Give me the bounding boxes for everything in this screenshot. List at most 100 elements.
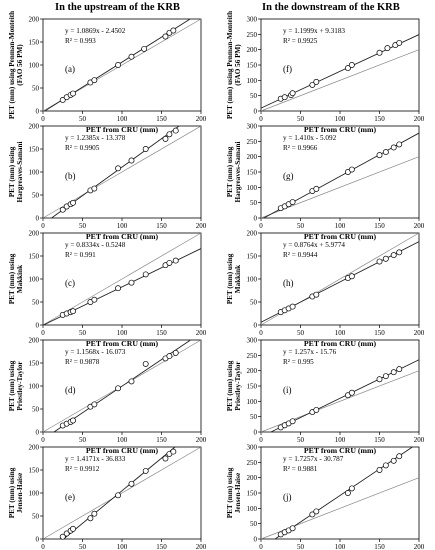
panel-d-label: (d) (65, 385, 76, 395)
panel-h-y-tick-label: 150 (247, 253, 258, 261)
panel-j-x-tick-label: 50 (297, 543, 305, 550)
panel-a-y-tick-label: 150 (29, 39, 40, 47)
panel-a-data-point (162, 33, 169, 40)
panel-h-x-axis-title: PET from CRU (mm) (304, 339, 377, 348)
panel-e-y-tick-label: 50 (32, 513, 40, 521)
panel-g-data-point (390, 144, 397, 151)
panel-f-y-tick-label: 250 (247, 31, 258, 39)
panel-e-x-tick-label: 150 (156, 543, 167, 550)
panel-b-equation: y = 1.2385x - 13.378 (65, 134, 126, 142)
panel-c-x-tick-label: 100 (117, 329, 128, 337)
panel-g-y-axis-title: PET (mm) usingHargreaves-Samani (226, 142, 242, 203)
panel-j-y-axis-title: PET (mm) usingJensen-Haise (226, 467, 242, 518)
panel-b-data-point (162, 135, 169, 142)
panel-d-y-tick-label: 150 (29, 360, 40, 368)
panel-c-x-axis-title: PET from CRU (mm) (86, 339, 159, 348)
panel-h-x-tick-label: 150 (374, 329, 385, 337)
panel-f-r-squared: R² = 0.9925 (283, 37, 318, 45)
panel-e-x-tick-label: 100 (117, 543, 128, 550)
panel-j-y-tick-label: 200 (247, 474, 258, 482)
panel-d-data-point (91, 401, 98, 408)
panel-b-r-squared: R² = 0.9905 (65, 144, 100, 152)
panel-a-r-squared: R² = 0.993 (65, 37, 96, 45)
panel-h-equation: y = 0.8764x + 5.9774 (283, 241, 345, 249)
panel-h-data-point (313, 291, 320, 298)
panel-c-data-point (128, 279, 135, 286)
panel-d-x-tick-label: 100 (117, 436, 128, 444)
panel-b-x-tick-label: 50 (79, 222, 87, 230)
panel-i-data-point (348, 389, 355, 396)
panel-g-x-tick-label: 50 (297, 222, 305, 230)
panel-f-x-axis-title: PET from CRU (mm) (304, 125, 377, 134)
panel-b-x-tick-label: 0 (41, 222, 45, 230)
panel-f-data-point (281, 94, 288, 101)
panel-f-data-point (348, 62, 355, 68)
panel-j-y-tick-label: 300 (247, 444, 258, 452)
panel-f-y-tick-label: 100 (247, 77, 258, 85)
panel-j-x-tick-label: 0 (259, 543, 263, 550)
panel-a-data-point (70, 90, 76, 97)
panel-h-r-squared: R² = 0.9944 (283, 251, 318, 259)
panel-e-y-axis-title: PET (mm) usingJensen-Haise (8, 467, 24, 518)
panel-b-data-point (166, 131, 173, 138)
panel-j-y-tick-label: 150 (247, 490, 258, 498)
panel-c-data-point (142, 271, 149, 278)
panel-j-r-squared: R² = 0.9881 (283, 465, 318, 473)
panel-h-x-tick-label: 50 (297, 329, 305, 337)
panel-i-y-tick-label: 200 (247, 367, 258, 375)
panel-f-data-point (376, 49, 383, 56)
panel-a-data-point (141, 45, 148, 52)
panel-b-label: (b) (65, 171, 76, 181)
panel-d-y-tick-label: 50 (32, 406, 40, 414)
panel-i-y-axis-title: PET (mm) usingPriestley-Taylor (226, 360, 242, 411)
panel-i-y-tick-label: 0 (254, 429, 258, 437)
panel-g-y-tick-label: 300 (247, 123, 258, 131)
panel-h-y-tick-label: 100 (247, 276, 258, 284)
panel-h-y-tick-label: 200 (247, 230, 258, 238)
panel-e-y-tick-label: 100 (29, 490, 40, 498)
panel-h-data-point (382, 255, 389, 262)
panel-f-data-point (396, 39, 403, 46)
panel-g-y-tick-label: 50 (250, 199, 258, 207)
panel-g-y-tick-label: 150 (247, 169, 258, 177)
panel-a-data-point (128, 53, 135, 60)
panel-j-y-tick-label: 250 (247, 459, 258, 467)
panel-g-x-tick-label: 150 (374, 222, 385, 230)
panel-d-y-tick-label: 0 (36, 429, 40, 437)
panel-a-x-tick-label: 50 (79, 115, 87, 123)
panel-a-y-tick-label: 100 (29, 62, 40, 70)
panel-j-data-point (313, 508, 320, 515)
panel-h-x-tick-label: 100 (335, 329, 346, 337)
panel-b-data-point (70, 199, 76, 206)
column-title-downstream: In the downstream of the KRB (262, 2, 400, 13)
panel-f-equation: y = 1.1999x + 9.3183 (283, 27, 345, 35)
panel-h-data-point (289, 303, 296, 310)
panel-d-data-point (70, 417, 76, 424)
panel-h-data-point (376, 258, 383, 265)
panel-j-data-point (390, 457, 397, 464)
panel-e-label: (e) (65, 492, 75, 502)
panel-f-data-point (309, 81, 316, 88)
panel-e-y-tick-label: 0 (36, 536, 40, 544)
panel-j-y-tick-label: 50 (250, 520, 258, 528)
panel-c-r-squared: R² = 0.991 (65, 251, 96, 259)
panel-h-label: (h) (283, 278, 294, 288)
panel-b-y-tick-label: 200 (29, 123, 40, 131)
panel-c-y-axis-title: PET (mm) usingMakkink (8, 253, 24, 304)
panel-h-data-point (390, 252, 397, 259)
panel-g-r-squared: R² = 0.9966 (283, 144, 318, 152)
panel-j-data-point (376, 467, 383, 473)
panel-i-data-point (313, 406, 320, 413)
panel-d-x-tick-label: 0 (41, 436, 45, 444)
panel-f-x-tick-label: 200 (414, 115, 425, 123)
panel-g-data-point (289, 199, 296, 206)
panel-e-data-point (142, 467, 149, 474)
panel-e-data-point (162, 455, 169, 462)
panel-b-data-point (142, 146, 149, 152)
panel-b-data-point (128, 157, 135, 164)
panel-i-x-tick-label: 50 (297, 436, 305, 444)
panel-a-x-axis-title: PET from CRU (mm) (86, 125, 159, 134)
panel-g-label: (g) (283, 171, 294, 181)
panel-i-x-tick-label: 150 (374, 436, 385, 444)
